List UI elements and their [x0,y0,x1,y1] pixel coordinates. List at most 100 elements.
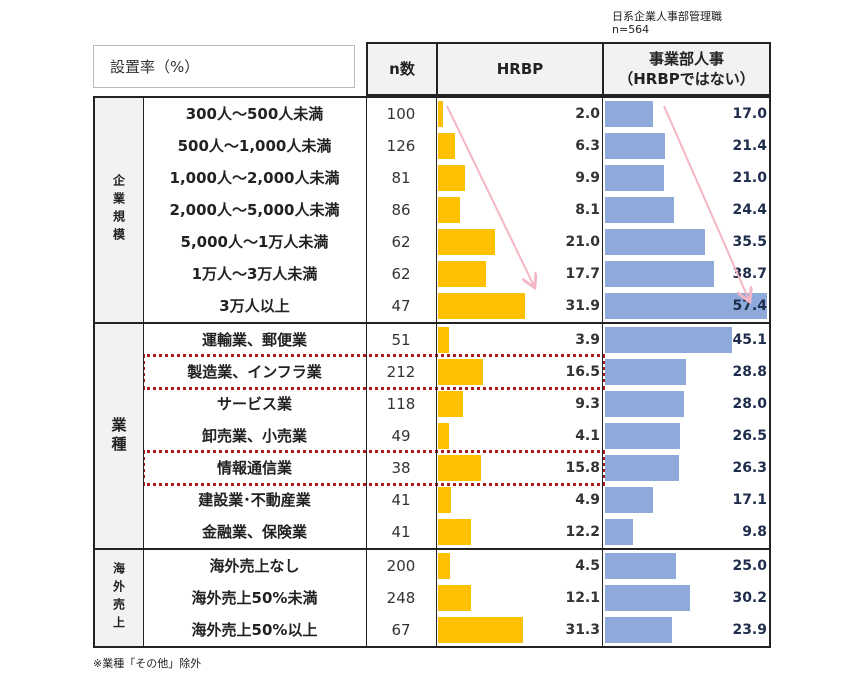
row-label: 1,000人～2,000人未満 [169,169,340,187]
bu-value: 26.5 [732,428,767,444]
group-label: 業種 [95,324,143,548]
bu-value: 21.4 [732,138,767,154]
row-label: 2,000人～5,000人未満 [169,201,340,219]
bu-trend-arrow [663,105,749,300]
bu-value: 21.0 [732,170,767,186]
bu-bar [605,101,653,127]
hrbp-bar [438,553,451,579]
hrbp-bar [438,293,526,319]
bu-value: 45.1 [732,332,767,348]
bu-bar [605,455,680,481]
hrbp-value: 12.1 [565,590,600,606]
hrbp-bar [438,197,461,223]
bu-value: 25.0 [732,558,767,574]
row-label: 卸売業、小売業 [201,427,307,445]
row-n: 51 [391,331,411,349]
hrbp-value: 2.0 [575,106,600,122]
hrbp-value: 21.0 [565,234,600,250]
row-n: 118 [386,395,416,413]
bu-value: 28.0 [732,396,767,412]
bu-value: 9.8 [742,524,767,540]
hrbp-value: 31.3 [565,622,600,638]
bu-value: 35.5 [732,234,767,250]
bu-bar [605,391,684,417]
hrbp-bar [438,617,524,643]
bu-bar [605,165,665,191]
row-label: 海外売上50%以上 [191,621,318,639]
hrbp-bar [438,229,496,255]
row-n: 62 [391,265,411,283]
group-label: 企業規模 [95,98,143,322]
bu-bar [605,229,706,255]
table-frame [93,96,771,648]
hrbp-bar [438,455,482,481]
hrbp-bar [438,391,464,417]
column-divider [436,96,437,648]
hrbp-value: 31.9 [565,298,600,314]
hrbp-bar [438,261,487,287]
hrbp-bar [438,423,450,449]
hrbp-value: 4.1 [575,428,600,444]
hrbp-value: 16.5 [565,364,600,380]
hrbp-bar [438,101,444,127]
row-label: サービス業 [216,395,292,413]
row-label: 1万人～3万人未満 [191,265,318,283]
header-hrbp: HRBP [436,42,604,96]
bu-value: 17.1 [732,492,767,508]
bu-bar [605,617,673,643]
header-bu-line2: （HRBPではない） [618,70,755,88]
header-bu: 事業部人事 （HRBPではない） [602,42,771,96]
row-label: 海外売上なし [209,557,300,575]
bu-bar [605,423,680,449]
row-label: 5,000人～1万人未満 [180,233,329,251]
hrbp-bar [438,585,472,611]
row-label: 500人～1,000人未満 [177,137,332,155]
hrbp-bar [438,327,449,353]
hrbp-value: 8.1 [575,202,600,218]
bu-bar [605,197,674,223]
table-title: 設置率（%） [93,45,355,88]
footnote: ※業種「その他」除外 [93,657,202,670]
hrbp-bar [438,487,452,513]
bu-bar [605,553,676,579]
hrbp-trend-arrow [446,105,534,286]
bu-bar [605,359,687,385]
hrbp-bar [438,359,484,385]
bu-value: 26.3 [732,460,767,476]
row-n: 200 [386,557,416,575]
group-divider [93,548,771,550]
row-label: 製造業、インフラ業 [187,363,322,381]
hrbp-value: 6.3 [575,138,600,154]
bu-value: 28.8 [732,364,767,380]
bu-value: 24.4 [732,202,767,218]
row-n: 41 [391,523,411,541]
row-label: 3万人以上 [219,297,290,315]
row-label: 情報通信業 [216,459,292,477]
bu-value: 38.7 [732,266,767,282]
row-label: 300人～500人未満 [185,105,324,123]
column-divider [602,96,603,648]
group-divider [93,322,771,324]
hrbp-value: 17.7 [565,266,600,282]
row-label: 運輸業、郵便業 [201,331,307,349]
hrbp-value: 4.5 [575,558,600,574]
hrbp-bar [438,133,456,159]
column-divider [143,96,144,648]
bu-bar [605,585,691,611]
source-note: 日系企業人事部管理職 [612,10,722,23]
row-n: 62 [391,233,411,251]
hrbp-value: 4.9 [575,492,600,508]
hrbp-value: 15.8 [565,460,600,476]
row-n: 81 [391,169,411,187]
row-n: 67 [391,621,411,639]
hrbp-bar [438,519,472,545]
row-n: 248 [386,589,416,607]
row-n: 100 [386,105,416,123]
bu-value: 30.2 [732,590,767,606]
header-bu-line1: 事業部人事 [648,50,724,68]
bu-bar [605,327,733,353]
group-label: 海外売上 [95,550,143,646]
row-label: 建設業･不動産業 [198,491,311,509]
